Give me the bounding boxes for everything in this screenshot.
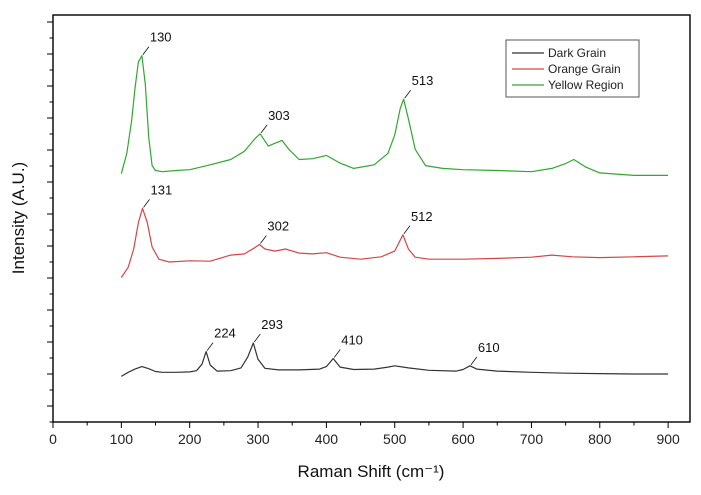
series-line-dark-grain xyxy=(120,342,669,377)
series-line-orange-grain xyxy=(120,207,669,278)
x-axis-title: Raman Shift (cm⁻¹) xyxy=(298,462,445,481)
annotation-label: 130 xyxy=(150,30,172,45)
annotation-leader xyxy=(403,225,411,235)
x-tick-label: 0 xyxy=(49,431,57,447)
x-tick-label: 100 xyxy=(110,431,134,447)
annotation-label: 610 xyxy=(478,340,500,355)
annotation-label: 303 xyxy=(268,108,290,123)
x-tick-label: 400 xyxy=(315,431,339,447)
annotation-label: 512 xyxy=(411,209,433,224)
legend-label: Dark Grain xyxy=(548,46,606,60)
annotation-leader xyxy=(253,333,261,343)
series-layer xyxy=(120,55,669,377)
series-line-yellow-region xyxy=(120,55,669,176)
x-tick-label: 900 xyxy=(656,431,680,447)
annotation-leader xyxy=(143,199,150,208)
annotation-leader xyxy=(260,124,268,134)
y-axis xyxy=(47,21,53,423)
legend: Dark Grain Orange Grain Yellow Region xyxy=(505,39,640,98)
annotation-leader xyxy=(333,349,341,358)
y-axis-title: Intensity (A.U.) xyxy=(9,162,28,274)
annotation-label: 293 xyxy=(261,317,283,332)
annotation-label: 513 xyxy=(412,73,434,88)
annotation-label: 302 xyxy=(267,219,289,234)
annotation-leader xyxy=(206,342,214,351)
x-tick-label: 600 xyxy=(451,431,475,447)
annotation-leader xyxy=(142,46,150,55)
annotation-label: 131 xyxy=(151,182,173,197)
x-axis: 0 100 200 300 400 500 600 700 800 900 xyxy=(49,422,680,447)
x-tick-label: 700 xyxy=(520,431,544,447)
annotation-leader xyxy=(404,90,411,99)
annotation-label: 410 xyxy=(341,333,363,348)
plot-frame xyxy=(52,14,691,423)
annotation-leader xyxy=(260,235,267,244)
x-tick-label: 300 xyxy=(246,431,270,447)
legend-label: Yellow Region xyxy=(548,78,624,92)
x-tick-label: 200 xyxy=(178,431,202,447)
annotation-leader xyxy=(470,356,478,366)
annotation-label: 224 xyxy=(214,326,236,341)
legend-label: Orange Grain xyxy=(548,62,621,76)
annotations-layer: 130 303 513 131 302 512 224 293 410 610 xyxy=(142,30,500,366)
x-tick-label: 800 xyxy=(588,431,612,447)
x-tick-label: 500 xyxy=(383,431,407,447)
